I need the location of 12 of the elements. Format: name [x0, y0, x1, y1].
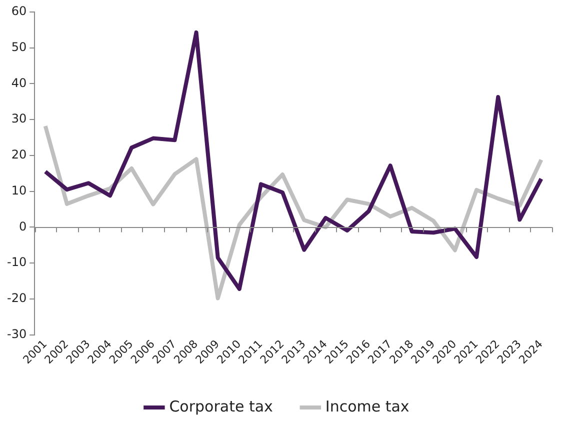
legend-label: Income tax	[325, 397, 410, 416]
y-tick-label: 60	[11, 4, 27, 18]
legend-label: Corporate tax	[169, 397, 274, 416]
y-tick-label: 50	[11, 40, 27, 54]
y-tick-label: 30	[11, 112, 27, 126]
y-tick-label: -20	[6, 291, 27, 306]
y-tick-label: -30	[6, 326, 27, 341]
y-tick-label: 10	[11, 184, 27, 198]
y-tick-label: -10	[6, 255, 27, 270]
y-tick-label: 20	[11, 148, 27, 162]
y-tick-label: 0	[18, 219, 27, 234]
y-tick-label: 40	[11, 76, 27, 90]
